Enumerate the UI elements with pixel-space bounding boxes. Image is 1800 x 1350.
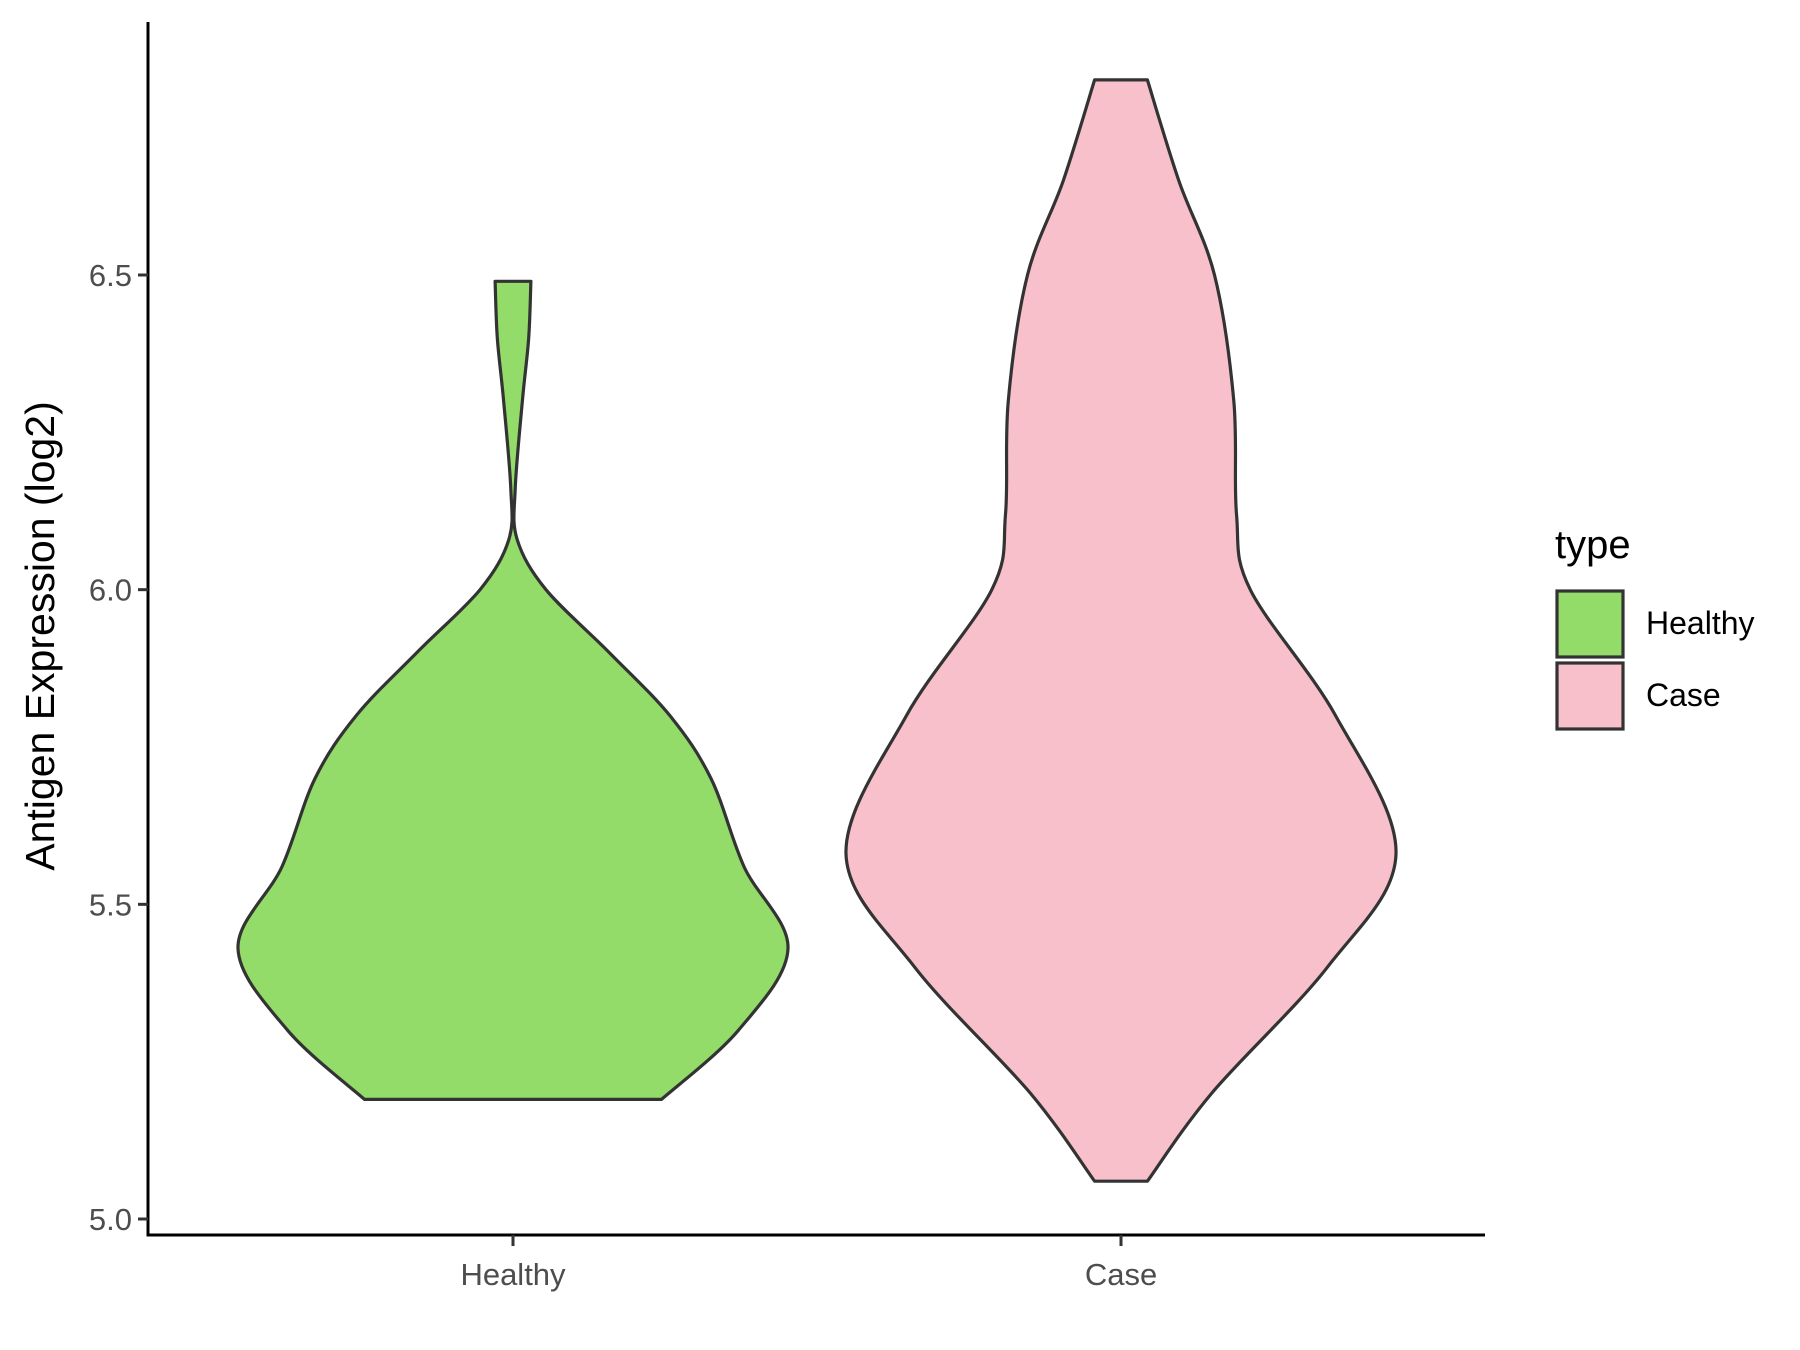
x-tick-label: Case bbox=[1085, 1257, 1157, 1292]
y-axis-title: Antigen Expression (log2) bbox=[17, 401, 63, 870]
y-tick-label: 6.5 bbox=[89, 258, 132, 293]
violin-case bbox=[844, 78, 1398, 1183]
plot-area bbox=[236, 78, 1398, 1183]
x-tick-label: Healthy bbox=[460, 1257, 566, 1292]
legend: type Healthy Case bbox=[1555, 523, 1755, 731]
legend-title: type bbox=[1555, 523, 1631, 567]
violin-healthy bbox=[236, 279, 790, 1101]
y-tick-label: 5.0 bbox=[89, 1202, 132, 1237]
legend-label-case: Case bbox=[1646, 677, 1721, 713]
x-axis: Healthy Case bbox=[146, 1233, 1485, 1292]
legend-swatch-case bbox=[1555, 661, 1625, 731]
legend-swatch-healthy bbox=[1555, 589, 1625, 659]
y-tick-label: 6.0 bbox=[89, 573, 132, 608]
y-tick-label: 5.5 bbox=[89, 887, 132, 922]
y-axis: 5.0 5.5 6.0 6.5 bbox=[89, 22, 150, 1237]
legend-label-healthy: Healthy bbox=[1646, 605, 1755, 641]
